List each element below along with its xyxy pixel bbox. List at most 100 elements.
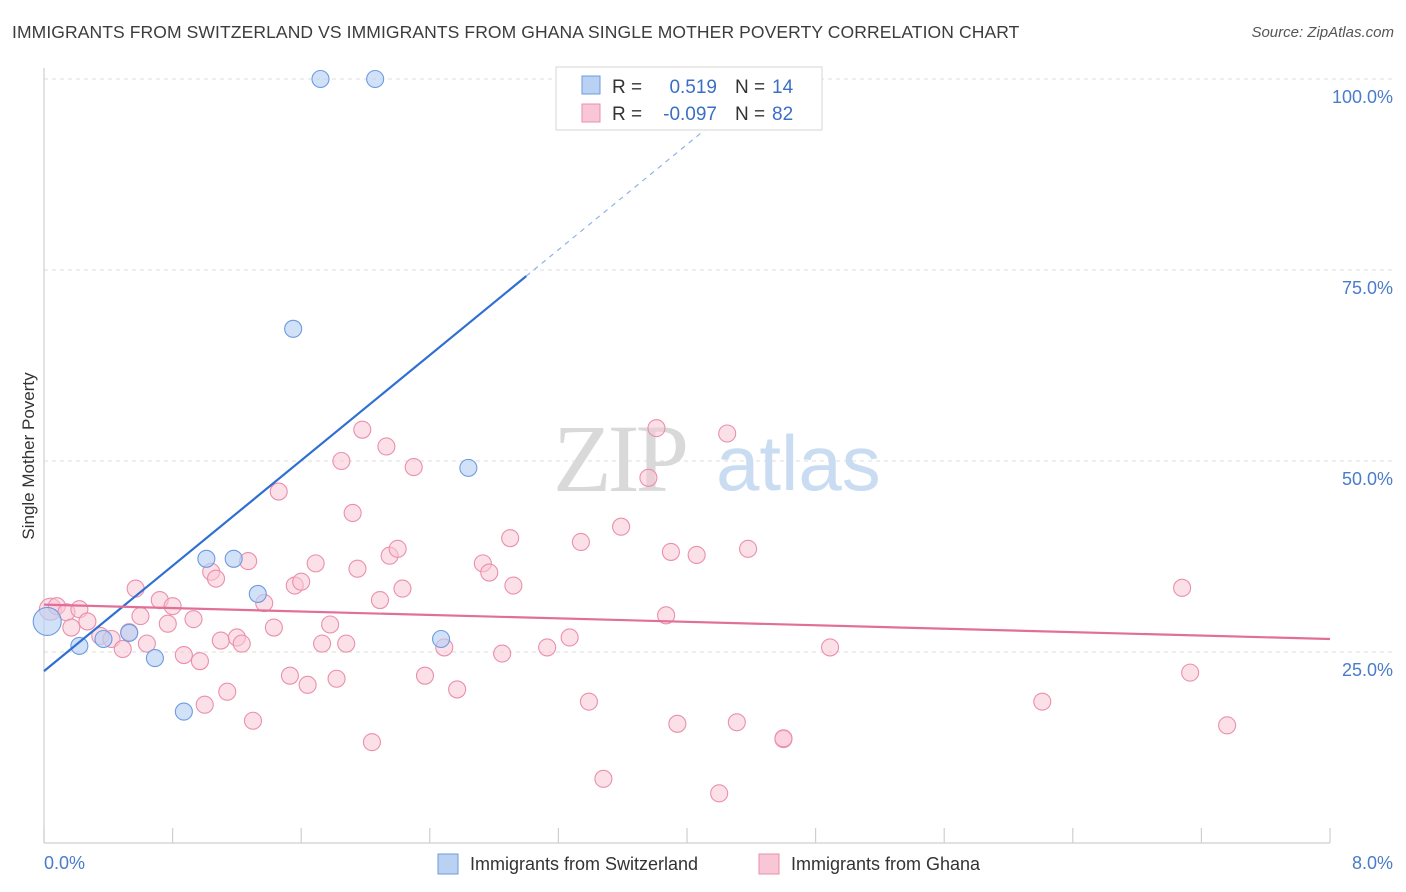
switzerland-point-13 [94,629,113,649]
series-legend: Immigrants from Switzerland Immigrants f… [437,853,981,875]
legend-n-label-ghana: N = [735,104,765,125]
ghana-point-76 [774,729,793,748]
switzerland-point-12 [459,458,478,477]
ghana-point-21 [206,569,226,588]
ghana-point-11 [131,607,150,626]
ghana-point-79 [1173,578,1192,597]
ghana-point-61 [571,532,590,552]
ghana-point-39 [332,451,351,471]
y-tick-label-75: 75.0% [1342,278,1393,298]
switzerland-point-7 [248,584,267,603]
switzerland-series [32,69,478,721]
ghana-point-60 [560,628,579,647]
ghana-point-3 [62,618,81,637]
ghana-point-66 [647,419,666,438]
ghana-point-31 [280,666,299,685]
legend-swatch-switzerland [581,75,601,95]
ghana-point-34 [298,675,317,694]
ghana-point-22 [211,631,230,650]
ghana-point-45 [370,590,390,610]
switzerland-trend-extension [525,104,736,277]
ghana-point-70 [687,545,706,565]
switzerland-trend-line [43,275,527,672]
ghana-point-37 [321,615,340,634]
switzerland-point-6 [224,549,243,568]
ghana-point-48 [388,539,407,558]
ghana-point-57 [501,529,520,548]
ghana-point-14 [158,614,177,633]
switzerland-point-0 [32,606,62,636]
bottom-legend-label-ghana: Immigrants from Ghana [791,854,981,874]
ghana-point-41 [343,503,362,523]
legend-n-value-ghana: 82 [772,104,793,125]
ghana-point-73 [727,713,746,732]
chart-title: IMMIGRANTS FROM SWITZERLAND VS IMMIGRANT… [12,22,1020,42]
ghana-point-77 [821,638,840,657]
switzerland-point-8 [284,319,303,338]
watermark-zip: ZIP [553,405,686,512]
source-label: Source: ZipAtlas.com [1251,24,1394,41]
x-tick-label-min: 0.0% [44,853,85,873]
ghana-point-71 [710,784,729,803]
ghana-point-55 [480,563,499,582]
legend-r-label-ghana: R = [612,104,642,125]
ghana-point-12 [137,634,156,653]
switzerland-point-9 [311,69,330,89]
ghana-point-74 [739,539,758,558]
ghana-point-18 [190,652,209,671]
x-tick-marks [43,828,1331,843]
ghana-point-56 [493,644,512,663]
ghana-point-43 [353,420,372,439]
watermark: ZIP atlas [553,405,881,512]
ghana-point-63 [594,769,613,788]
legend-r-value-switzerland: 0.519 [669,77,717,98]
switzerland-point-3 [145,649,164,668]
legend-r-value-ghana: -0.097 [663,104,717,125]
ghana-point-8 [113,639,132,658]
legend-n-value-switzerland: 14 [772,77,794,98]
ghana-point-49 [393,579,412,598]
ghana-series [38,419,1237,803]
ghana-point-33 [292,572,311,591]
bottom-legend-swatch-ghana [758,853,780,875]
ghana-point-50 [404,458,423,477]
ghana-point-64 [612,517,631,536]
switzerland-point-1 [70,636,89,655]
watermark-atlas: atlas [716,419,881,507]
ghana-point-65 [639,468,658,487]
ghana-point-23 [218,682,237,701]
ghana-point-38 [327,669,346,688]
ghana-point-59 [538,638,557,657]
x-tick-label-max: 8.0% [1352,853,1393,873]
ghana-point-58 [504,576,523,595]
ghana-point-69 [668,714,687,733]
ghana-point-36 [313,634,332,653]
ghana-point-5 [78,612,97,631]
ghana-point-81 [1218,716,1237,735]
switzerland-point-5 [197,549,216,568]
ghana-point-10 [126,579,145,598]
ghana-point-62 [579,692,598,711]
switzerland-point-2 [120,623,139,642]
switzerland-point-11 [432,629,451,649]
ghana-point-19 [195,695,214,714]
ghana-point-72 [718,424,737,443]
legend-r-label-switzerland: R = [612,77,642,98]
legend-swatch-ghana [581,103,601,123]
switzerland-point-4 [174,702,193,721]
ghana-point-30 [269,482,288,501]
ghana-point-78 [1033,692,1052,711]
ghana-point-67 [657,606,676,625]
y-axis-label: Single Mother Poverty [19,372,38,540]
ghana-point-15 [163,597,182,616]
ghana-trend-line [43,603,1331,641]
bottom-legend-label-switzerland: Immigrants from Switzerland [470,854,698,874]
ghana-point-29 [264,618,283,637]
axes [43,68,1330,844]
ghana-point-80 [1181,663,1200,682]
ghana-point-35 [306,554,325,573]
ghana-point-25 [232,634,251,653]
ghana-point-53 [448,680,467,699]
trend-lines [43,104,1331,672]
ghana-point-40 [337,634,356,653]
